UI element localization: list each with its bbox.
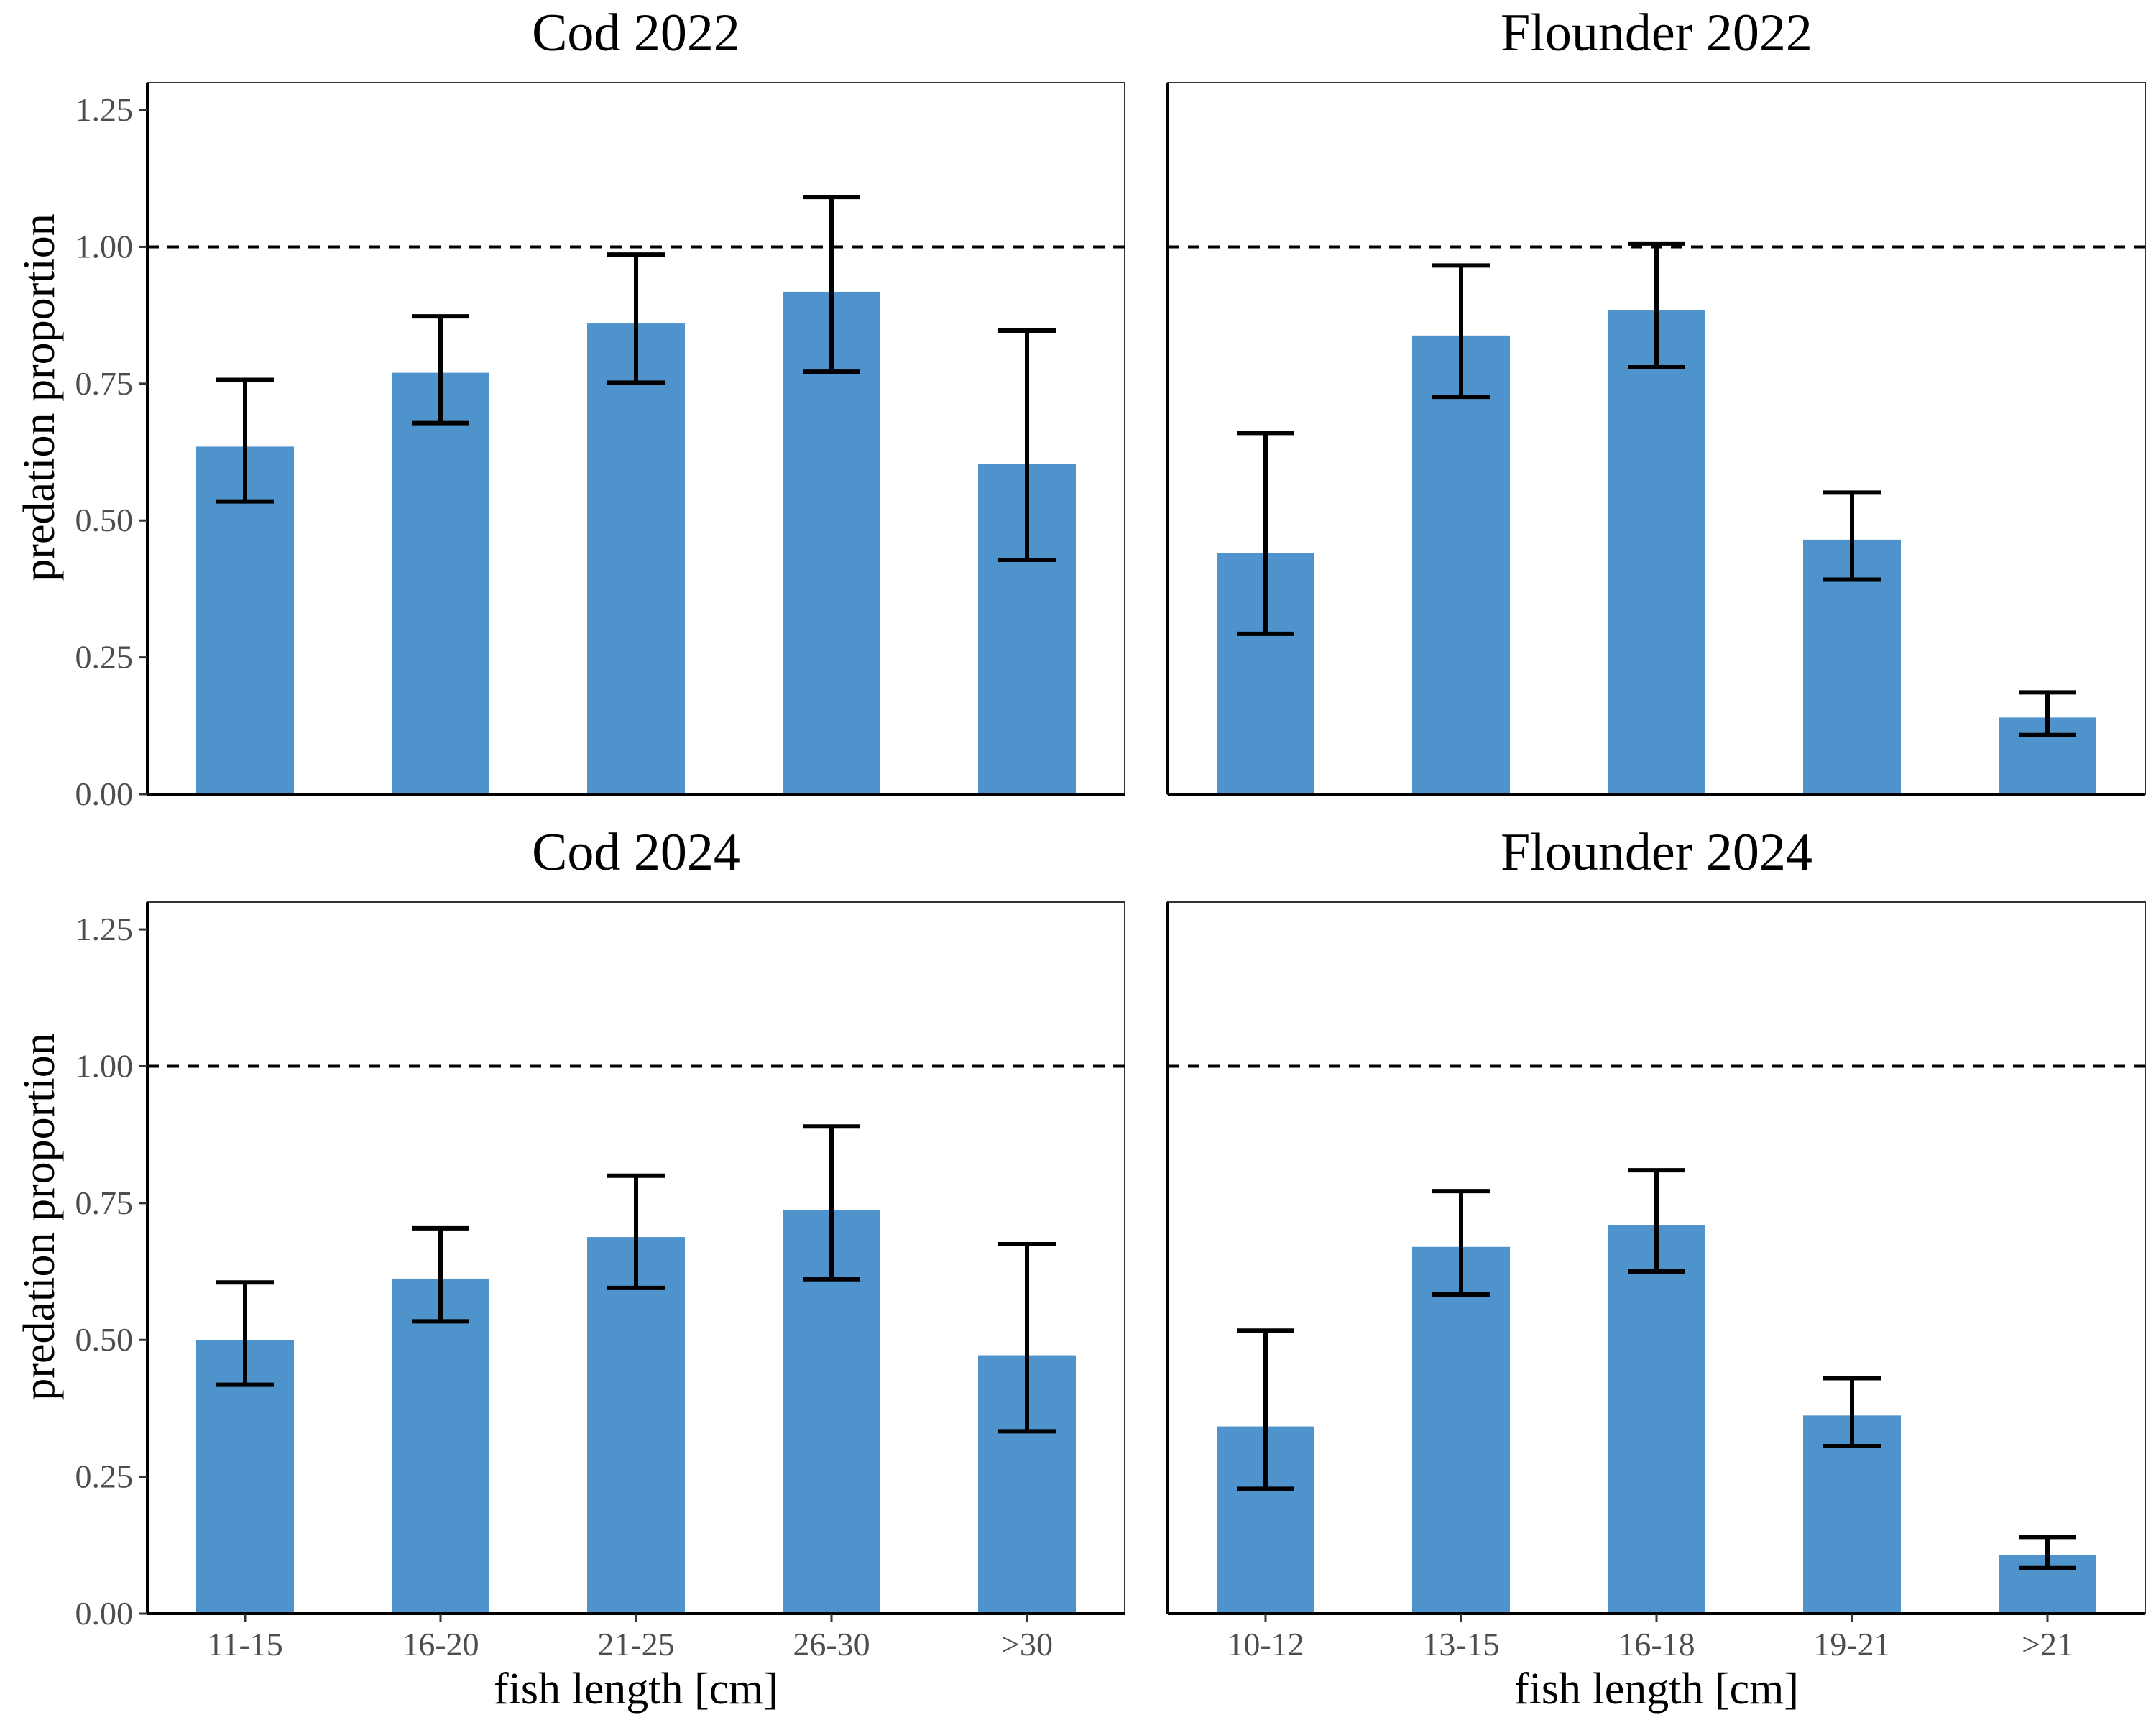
panel-marks: 10-12 13-15 16-18 19-21 >21 [1166, 901, 2146, 1662]
y-tick-label: 0.00 [75, 776, 134, 812]
panel-flounder-2022: Flounder 2022 [1166, 4, 2146, 796]
x-tick-label: 10-12 [1227, 1626, 1304, 1662]
error-bar [1237, 1328, 1294, 1491]
panel-cod-2022: Cod 2022 0.00 0.25 0.50 0.75 1.00 1.25 [75, 4, 1125, 812]
bar [1803, 1415, 1901, 1614]
x-tick-label: 16-20 [402, 1626, 479, 1662]
panel-cod-2024: Cod 2024 0.00 0.25 0.50 0.75 1.00 1.25 11-15 16… [75, 823, 1125, 1662]
bar [1608, 1225, 1705, 1614]
error-bar [803, 195, 860, 374]
error-bar [1628, 1168, 1685, 1274]
error-bar [216, 377, 274, 504]
panel-title: Flounder 2022 [1501, 4, 1812, 63]
bar [392, 372, 489, 794]
panel-title: Cod 2022 [532, 4, 740, 63]
error-bar [1628, 241, 1685, 369]
bar [1412, 1246, 1510, 1614]
panel-flounder-2024: Flounder 2024 10-12 13-15 16-18 19-21 >21 [1166, 823, 2146, 1662]
bar [587, 1237, 685, 1614]
error-bar [607, 1173, 665, 1290]
error-bar [2019, 690, 2076, 737]
y-axis-title-top: predation proportion [15, 213, 64, 581]
x-tick-label: 26-30 [793, 1626, 870, 1662]
x-tick-label: 19-21 [1813, 1626, 1890, 1662]
error-bar [1823, 490, 1881, 582]
y-tick-label: 0.75 [75, 365, 134, 402]
x-tick-label: >30 [1001, 1626, 1053, 1662]
error-bar [216, 1280, 274, 1387]
error-bar [1432, 263, 1490, 400]
y-tick-label: 1.25 [75, 911, 134, 947]
bar [196, 446, 294, 794]
error-bar [803, 1124, 860, 1282]
panel-title: Cod 2024 [532, 823, 740, 882]
error-bar [998, 328, 1056, 563]
error-bar [412, 1225, 469, 1324]
y-tick-label: 1.00 [75, 228, 134, 264]
panel-title: Flounder 2024 [1501, 823, 1812, 882]
panel-marks: 0.00 0.25 0.50 0.75 1.00 1.25 11-15 16-20 21-25 2… [75, 901, 1125, 1662]
y-tick-label: 0.25 [75, 1458, 134, 1495]
x-tick-label: 21-25 [597, 1626, 674, 1662]
x-tick-label: 13-15 [1422, 1626, 1499, 1662]
y-tick-label: 1.00 [75, 1047, 134, 1084]
y-tick-label: 0.00 [75, 1595, 134, 1632]
x-tick-label: 11-15 [207, 1626, 283, 1662]
x-tick-label: 16-18 [1618, 1626, 1695, 1662]
y-tick-label: 0.50 [75, 1321, 134, 1358]
error-bar [607, 252, 665, 385]
bar [1608, 310, 1705, 794]
bar [1803, 539, 1901, 794]
error-bar [2019, 1535, 2076, 1570]
error-bar [1823, 1376, 1881, 1448]
error-bar [412, 314, 469, 426]
bar [1412, 335, 1510, 794]
y-axis-title-bottom: predation proportion [15, 1033, 64, 1400]
x-tick-label: >21 [2022, 1626, 2073, 1662]
y-tick-label: 0.25 [75, 639, 134, 676]
x-axis-title-left: fish length [cm] [494, 1665, 778, 1714]
x-axis-title-right: fish length [cm] [1514, 1665, 1799, 1714]
error-bar [1432, 1189, 1490, 1297]
y-tick-label: 0.75 [75, 1184, 134, 1221]
error-bar [1237, 431, 1294, 636]
bar [783, 291, 880, 794]
bar [392, 1278, 489, 1614]
panel-marks: 0.00 0.25 0.50 0.75 1.00 1.25 [75, 82, 1125, 812]
panel-marks [1166, 82, 2146, 796]
y-tick-label: 0.50 [75, 502, 134, 538]
bar [587, 323, 685, 795]
error-bar [998, 1241, 1056, 1434]
y-tick-label: 1.25 [75, 91, 134, 128]
